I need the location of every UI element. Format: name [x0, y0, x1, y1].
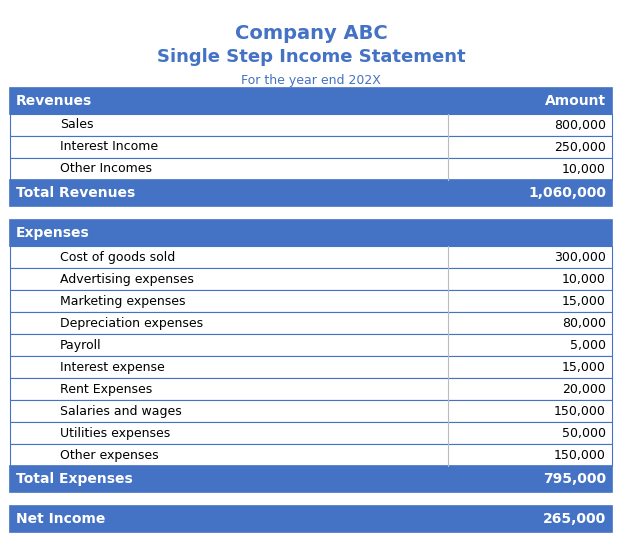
Bar — [10, 422, 612, 444]
Text: Sales: Sales — [60, 119, 93, 131]
Text: Utilities expenses: Utilities expenses — [60, 427, 170, 439]
Text: 80,000: 80,000 — [562, 316, 606, 330]
Bar — [10, 114, 612, 136]
Text: Amount: Amount — [545, 94, 606, 108]
Text: Advertising expenses: Advertising expenses — [60, 273, 194, 285]
Bar — [10, 268, 612, 290]
Bar — [10, 466, 612, 492]
Bar — [10, 378, 612, 400]
Bar — [10, 158, 612, 180]
Text: 20,000: 20,000 — [562, 383, 606, 395]
Bar — [10, 356, 612, 378]
Text: 300,000: 300,000 — [554, 251, 606, 263]
Text: Salaries and wages: Salaries and wages — [60, 405, 182, 417]
Text: 250,000: 250,000 — [554, 141, 606, 153]
Text: 15,000: 15,000 — [562, 295, 606, 307]
Text: Depreciation expenses: Depreciation expenses — [60, 316, 203, 330]
Text: 10,000: 10,000 — [562, 273, 606, 285]
Text: Cost of goods sold: Cost of goods sold — [60, 251, 175, 263]
Bar — [10, 444, 612, 466]
Bar — [10, 290, 612, 312]
Text: Interest Income: Interest Income — [60, 141, 158, 153]
Bar — [10, 400, 612, 422]
Text: Net Income: Net Income — [16, 512, 105, 526]
Text: Marketing expenses: Marketing expenses — [60, 295, 185, 307]
Text: Revenues: Revenues — [16, 94, 92, 108]
Text: 265,000: 265,000 — [543, 512, 606, 526]
Text: Total Expenses: Total Expenses — [16, 472, 132, 486]
Text: 15,000: 15,000 — [562, 360, 606, 374]
Text: Other Incomes: Other Incomes — [60, 162, 152, 176]
Text: Other expenses: Other expenses — [60, 448, 159, 461]
Text: Total Revenues: Total Revenues — [16, 186, 135, 200]
Text: Rent Expenses: Rent Expenses — [60, 383, 152, 395]
Text: For the year end 202X: For the year end 202X — [241, 74, 381, 87]
Text: 1,060,000: 1,060,000 — [528, 186, 606, 200]
Text: 150,000: 150,000 — [554, 405, 606, 417]
Text: 50,000: 50,000 — [562, 427, 606, 439]
Bar — [10, 334, 612, 356]
Bar — [10, 180, 612, 206]
Text: Company ABC: Company ABC — [234, 24, 388, 43]
Text: Interest expense: Interest expense — [60, 360, 165, 374]
Text: 150,000: 150,000 — [554, 448, 606, 461]
Text: 800,000: 800,000 — [554, 119, 606, 131]
Bar — [10, 312, 612, 334]
Text: 795,000: 795,000 — [543, 472, 606, 486]
Bar — [10, 506, 612, 532]
Text: 5,000: 5,000 — [570, 338, 606, 352]
Text: 10,000: 10,000 — [562, 162, 606, 176]
Bar — [10, 220, 612, 246]
Text: Payroll: Payroll — [60, 338, 101, 352]
Bar — [10, 88, 612, 114]
Bar — [10, 246, 612, 268]
Text: Single Step Income Statement: Single Step Income Statement — [157, 48, 465, 66]
Bar — [10, 136, 612, 158]
Text: Expenses: Expenses — [16, 226, 90, 240]
